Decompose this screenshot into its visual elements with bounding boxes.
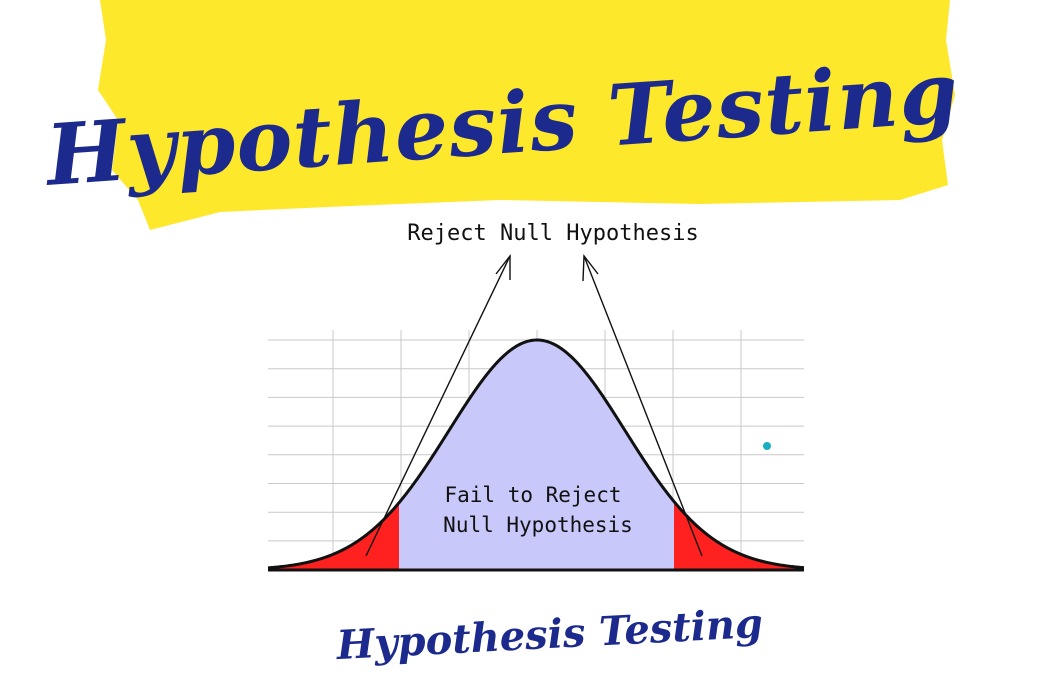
fail-to-reject-label-line1: Fail to Reject	[444, 483, 621, 507]
reject-null-label: Reject Null Hypothesis	[407, 221, 698, 246]
right-rejection-region	[674, 501, 804, 570]
yellow-banner	[98, 0, 955, 230]
left-arrow	[365, 253, 511, 557]
grid	[268, 330, 804, 570]
teal-dot	[763, 442, 771, 450]
right-arrow	[582, 254, 703, 557]
acceptance-region	[399, 340, 674, 570]
normal-distribution-curve	[267, 338, 805, 570]
fail-to-reject-label-line2: Null Hypothesis	[443, 513, 633, 537]
footer-title: Hypothesis Testing	[334, 600, 764, 669]
left-rejection-region	[268, 502, 399, 570]
